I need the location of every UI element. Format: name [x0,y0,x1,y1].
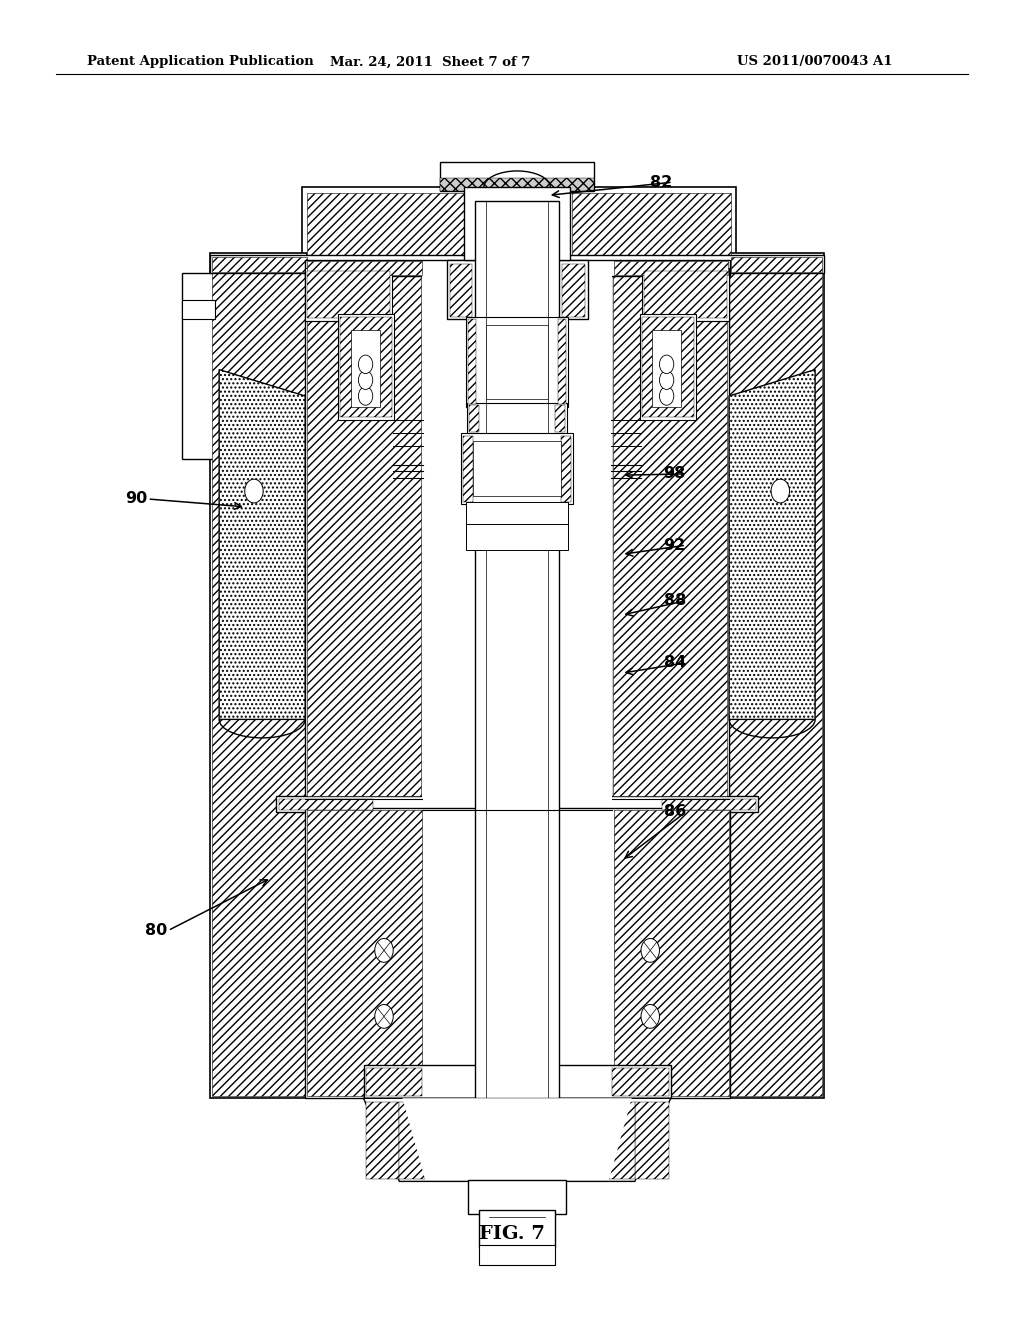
Bar [611,271,729,799]
Text: 88: 88 [664,593,686,609]
Bar [366,1102,399,1179]
Bar [642,268,729,321]
Text: 90: 90 [125,491,147,507]
Text: 92: 92 [664,537,686,553]
Circle shape [659,355,674,374]
Bar [366,1068,422,1096]
Text: FIG. 7: FIG. 7 [479,1225,545,1243]
Bar [644,271,727,318]
Bar [425,1100,609,1179]
Bar [561,436,571,502]
Text: 98: 98 [664,466,686,482]
Polygon shape [729,370,815,719]
Bar [461,433,573,504]
Bar [727,253,824,1098]
Polygon shape [402,1098,632,1179]
Circle shape [659,387,674,405]
Bar [307,193,466,256]
Bar [210,253,307,1098]
Bar [729,256,822,1096]
Bar [479,1245,555,1265]
Bar [210,255,824,273]
Bar [466,502,568,525]
Bar [399,1102,425,1179]
Bar [555,405,565,432]
Bar [338,314,394,420]
Bar [466,317,568,407]
Bar [440,178,594,191]
Circle shape [771,479,790,503]
Bar [652,330,681,407]
Bar [614,810,729,1096]
Bar [305,808,730,1098]
Bar [475,201,559,1098]
Text: 80: 80 [145,923,168,939]
Bar [731,257,822,272]
Bar [422,271,612,799]
Text: 84: 84 [664,655,686,671]
Bar [307,810,422,1096]
Circle shape [375,1005,393,1028]
Bar [351,330,380,407]
Bar [613,273,727,796]
Circle shape [358,371,373,389]
Bar [473,441,561,496]
Bar [558,319,566,404]
Bar [307,261,422,275]
Bar [562,264,585,317]
Bar [276,796,758,812]
Bar [450,264,472,317]
Bar [307,273,421,796]
Bar [307,193,731,256]
Bar [479,1210,555,1247]
Bar [662,799,756,810]
Bar [609,1102,635,1179]
Text: Mar. 24, 2011  Sheet 7 of 7: Mar. 24, 2011 Sheet 7 of 7 [330,55,530,69]
Circle shape [375,939,393,962]
Bar [468,1180,566,1214]
Bar [614,261,728,275]
Bar [447,260,588,319]
Bar [466,524,568,550]
Bar [305,271,423,799]
Polygon shape [364,1098,671,1181]
Bar [469,405,479,432]
Bar [463,436,473,502]
Bar [279,799,373,810]
Bar [467,403,567,434]
Circle shape [358,387,373,405]
Bar [468,319,476,404]
Bar [635,1102,669,1179]
Bar [464,187,570,260]
Bar [182,300,215,319]
Bar [302,187,736,260]
Bar [212,257,307,272]
Bar [572,193,731,256]
Circle shape [245,479,263,503]
Bar [305,260,730,276]
Circle shape [641,1005,659,1028]
Bar [307,271,390,318]
Bar [212,256,305,1096]
Text: US 2011/0070043 A1: US 2011/0070043 A1 [737,55,893,69]
Text: 82: 82 [650,174,673,190]
Polygon shape [219,370,305,719]
Bar [612,1068,669,1096]
Bar [486,325,548,399]
Text: 86: 86 [664,804,686,820]
Bar [364,1065,671,1098]
Text: Patent Application Publication: Patent Application Publication [87,55,313,69]
Circle shape [641,939,659,962]
Bar [642,317,694,417]
Polygon shape [182,273,215,459]
Bar [640,314,696,420]
Circle shape [659,371,674,389]
Bar [423,810,612,1096]
Bar [440,162,594,191]
Bar [340,317,392,417]
Bar [305,268,392,321]
Circle shape [358,355,373,374]
